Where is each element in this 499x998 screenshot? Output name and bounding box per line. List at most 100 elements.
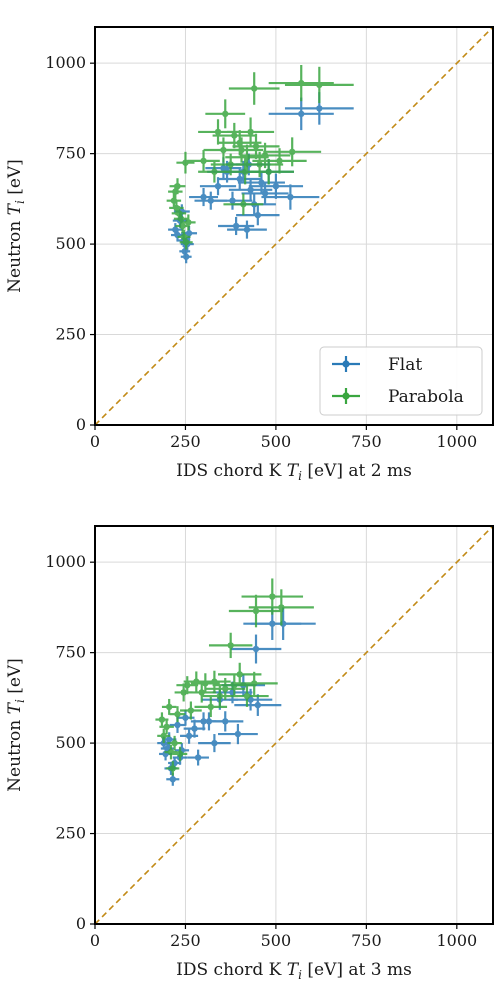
point-marker — [174, 183, 181, 190]
axes-frame — [94, 26, 494, 426]
point-marker — [174, 721, 181, 729]
point-marker — [236, 175, 243, 183]
point-marker — [211, 168, 218, 175]
point-marker — [265, 168, 272, 175]
x-tick-label: 750 — [351, 432, 382, 451]
point-marker — [207, 703, 214, 711]
point-marker — [214, 128, 222, 136]
point-marker — [222, 685, 229, 693]
x-tick-label: 1000 — [436, 432, 477, 451]
data-point — [169, 706, 186, 723]
point-marker — [269, 593, 276, 600]
x-tick-label: 750 — [351, 931, 382, 950]
point-marker — [187, 707, 195, 714]
data-point — [172, 746, 188, 762]
data-point — [187, 749, 209, 766]
point-marker — [254, 701, 262, 709]
x-tick-label: 250 — [170, 931, 201, 950]
y-axis-label: Neutron Ti [eV] — [5, 159, 27, 293]
data-point — [157, 728, 171, 744]
point-marker — [240, 201, 247, 208]
data-point — [228, 72, 280, 105]
data-point — [180, 701, 202, 720]
point-marker — [182, 239, 190, 246]
point-marker — [227, 161, 234, 168]
point-marker — [236, 671, 243, 678]
data-point — [241, 578, 304, 615]
point-marker — [200, 193, 207, 201]
point-marker — [222, 718, 229, 725]
y-tick-label: 0 — [76, 914, 86, 933]
data-point — [199, 177, 237, 196]
y-tick-label: 1000 — [45, 552, 86, 571]
point-marker — [251, 85, 258, 92]
data-point — [179, 235, 193, 250]
data-point — [227, 220, 267, 239]
point-marker — [254, 211, 262, 219]
point-marker — [176, 750, 184, 758]
legend: Flat Parabola — [319, 346, 483, 416]
chart-panel-2: 0 250 500 750 1000 0 250 500 750 1000 IDS chord K … — [5, 525, 494, 982]
point-marker — [252, 645, 260, 653]
point-marker — [182, 159, 189, 166]
data-point — [250, 607, 316, 640]
data-point — [176, 151, 195, 174]
point-marker — [258, 179, 265, 186]
y-axis-label: Neutron Ti [eV] — [5, 658, 27, 792]
data-point — [263, 137, 322, 167]
point-marker — [169, 765, 176, 772]
y-tick-label: 1000 — [45, 53, 86, 72]
point-marker — [222, 110, 229, 118]
point-marker — [251, 680, 258, 687]
data-point — [268, 97, 334, 131]
data-point — [230, 634, 282, 664]
data-point — [180, 250, 192, 264]
data-point — [223, 193, 264, 216]
point-marker — [231, 132, 238, 139]
data-point — [166, 193, 182, 208]
data-point — [189, 188, 219, 207]
point-marker — [243, 692, 251, 700]
data-point — [212, 122, 257, 149]
point-marker — [165, 703, 173, 711]
data-point — [205, 99, 246, 129]
point-marker — [163, 723, 170, 731]
data-point — [161, 698, 177, 715]
data-point — [248, 589, 314, 626]
point-marker — [207, 197, 214, 204]
y-tick-label: 500 — [55, 733, 86, 752]
y-tick-label: 750 — [55, 643, 86, 662]
data-point — [194, 696, 228, 718]
legend-swatch-marker — [342, 392, 350, 400]
point-marker — [182, 714, 189, 721]
data-point — [228, 594, 284, 628]
point-marker — [316, 81, 323, 89]
data-point — [198, 734, 231, 753]
legend-swatch-marker — [342, 360, 350, 368]
data-point — [225, 685, 269, 707]
legend-entry-parabola: Parabola — [332, 387, 464, 407]
data-point — [230, 671, 278, 695]
axes-frame — [94, 525, 494, 925]
point-marker — [191, 725, 198, 732]
point-marker — [278, 604, 285, 611]
point-marker — [252, 607, 260, 615]
point-marker — [256, 161, 263, 168]
point-marker — [216, 692, 224, 700]
data-point — [268, 64, 334, 102]
data-point — [212, 674, 257, 697]
data-point — [234, 694, 282, 716]
data-point — [169, 717, 186, 733]
point-marker — [174, 710, 181, 718]
point-marker — [185, 732, 193, 740]
data-point — [207, 711, 244, 732]
series-parabola — [166, 64, 354, 250]
data-point — [261, 184, 320, 210]
point-marker — [171, 739, 178, 747]
series-flat — [168, 92, 354, 264]
data-point — [212, 191, 253, 210]
x-tick-label: 500 — [261, 931, 292, 950]
data-point — [218, 216, 255, 236]
point-marker — [227, 642, 234, 649]
